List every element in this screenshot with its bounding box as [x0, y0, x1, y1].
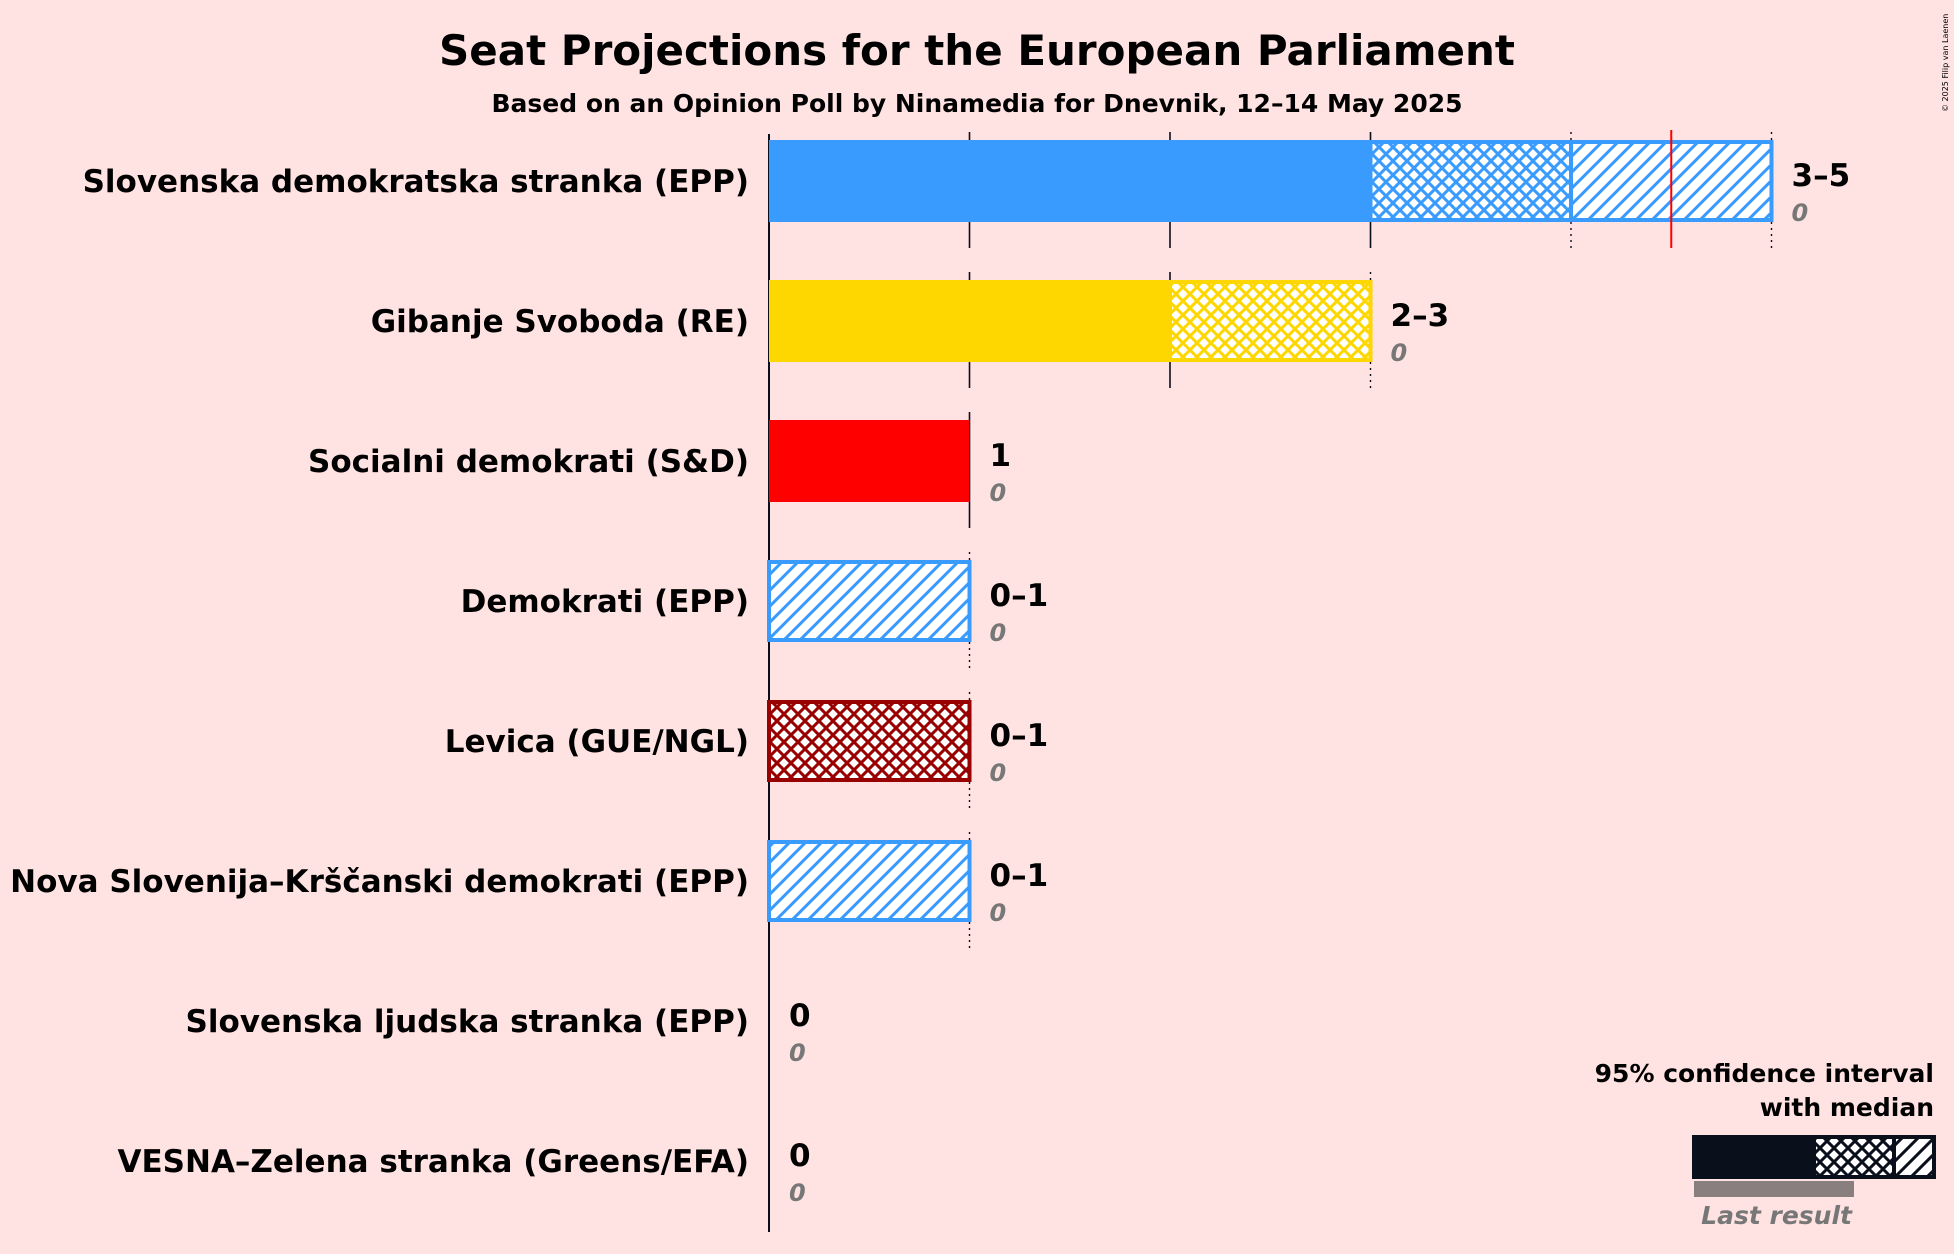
party-label: Gibanje Svoboda (RE) — [371, 304, 749, 340]
party-label: Demokrati (EPP) — [461, 584, 749, 620]
legend-swatch-last-result — [1694, 1181, 1854, 1197]
bar-median — [769, 280, 1170, 362]
legend-swatch-interval-95 — [1892, 1135, 1936, 1179]
bar-interval-95 — [767, 840, 972, 922]
legend-swatch-median — [1692, 1135, 1814, 1179]
legend-title-line1: 95% confidence interval — [1595, 1059, 1934, 1088]
legend-title-line2: with median — [1760, 1093, 1934, 1122]
legend-swatch-interval-50 — [1812, 1135, 1896, 1179]
range-label: 0–1 — [990, 858, 1049, 894]
last-result-label: 0 — [789, 1179, 806, 1207]
chart-title: Seat Projections for the European Parlia… — [439, 26, 1515, 75]
bar-interval-50 — [767, 700, 972, 782]
bar-median — [769, 420, 970, 502]
chart-subtitle: Based on an Opinion Poll by Ninamedia fo… — [491, 89, 1462, 118]
copyright-note: © 2025 Filip van Laenen — [1941, 14, 1950, 112]
plot-area: Slovenska demokratska stranka (EPP) 3–5 0 G… — [10, 130, 1850, 1232]
range-label: 0 — [789, 998, 811, 1034]
party-label: Levica (GUE/NGL) — [445, 724, 749, 760]
range-label: 1 — [990, 438, 1012, 474]
range-label: 0–1 — [990, 578, 1049, 614]
legend: 95% confidence interval with median Last r… — [1595, 1059, 1936, 1230]
party-label: Nova Slovenija–Krščanski demokrati (EPP) — [10, 864, 749, 900]
last-result-label: 0 — [990, 479, 1007, 507]
last-result-label: 0 — [990, 619, 1007, 647]
range-label: 0–1 — [990, 718, 1049, 754]
range-label: 3–5 — [1792, 158, 1851, 194]
party-label: VESNA–Zelena stranka (Greens/EFA) — [118, 1144, 750, 1180]
bar-interval-50 — [1368, 140, 1573, 222]
bar-interval-50 — [1168, 280, 1373, 362]
party-label: Slovenska ljudska stranka (EPP) — [186, 1004, 749, 1040]
last-result-label: 0 — [789, 1039, 806, 1067]
party-label: Slovenska demokratska stranka (EPP) — [83, 164, 749, 200]
last-result-label: 0 — [990, 899, 1007, 927]
range-label: 0 — [789, 1138, 811, 1174]
legend-last-result: Last result — [1701, 1201, 1853, 1230]
last-result-label: 0 — [1391, 339, 1408, 367]
party-label: Socialni demokrati (S&D) — [308, 444, 749, 480]
last-result-label: 0 — [1792, 199, 1809, 227]
bar-interval-95 — [767, 560, 972, 642]
range-label: 2–3 — [1391, 298, 1450, 334]
bar-median — [769, 140, 1371, 222]
last-result-label: 0 — [990, 759, 1007, 787]
